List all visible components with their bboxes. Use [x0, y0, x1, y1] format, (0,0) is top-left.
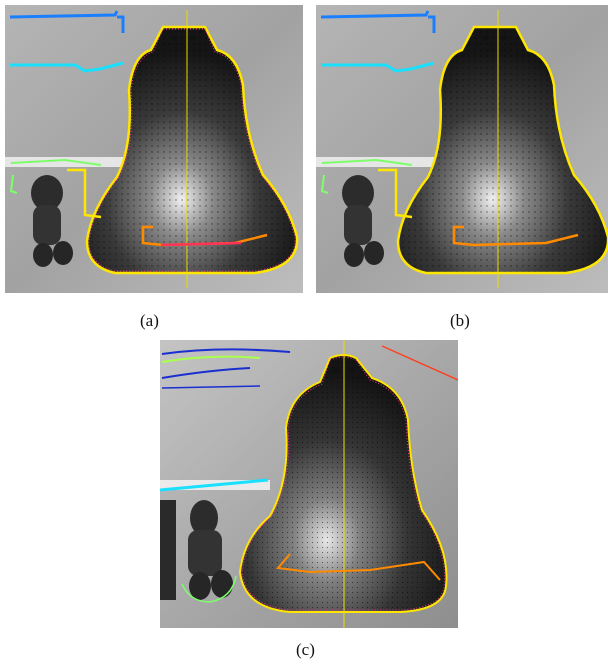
- rim-curve-alt: [160, 241, 242, 247]
- edge-green-left: [9, 174, 18, 194]
- bell-contour: [238, 354, 448, 613]
- panel-a: [5, 5, 303, 293]
- figurine-contour: [181, 575, 237, 603]
- bell: [85, 25, 299, 275]
- rail: [5, 157, 125, 167]
- bell: [396, 25, 608, 275]
- figurine-contour: [67, 168, 102, 219]
- figurine: [31, 175, 73, 267]
- edge-cyan: [160, 478, 269, 492]
- bell-contour: [85, 25, 299, 275]
- caption-c: (c): [296, 640, 315, 659]
- edge-navy-2: [161, 367, 251, 379]
- caption-a: (a): [140, 311, 159, 330]
- figurine-contour: [378, 168, 413, 219]
- edge-green: [321, 158, 413, 166]
- figurine: [342, 175, 384, 267]
- edge-green-left: [320, 174, 329, 194]
- edge-blue-tail: [428, 15, 436, 33]
- panel-a-image: [5, 5, 303, 293]
- rim-curve: [276, 553, 441, 581]
- edge-navy-3: [161, 385, 261, 389]
- panel-b-image: [316, 5, 608, 293]
- bell-inner-contour: [241, 356, 445, 611]
- edge-blue: [9, 10, 119, 19]
- rail: [316, 157, 436, 167]
- bell-inner-contour: [88, 28, 296, 272]
- panel-c-image: [160, 340, 458, 628]
- edge-cyan: [10, 61, 124, 73]
- bell: [238, 354, 448, 613]
- rim-curve: [452, 225, 579, 247]
- edge-blue-tail: [117, 15, 125, 33]
- bell-contour: [396, 25, 608, 275]
- caption-b: (b): [450, 311, 470, 330]
- edge-green: [10, 158, 102, 166]
- edge-navy: [161, 348, 291, 355]
- edge-cyan: [321, 61, 435, 73]
- edge-blue: [320, 10, 430, 19]
- figurine: [160, 500, 233, 600]
- rim-curve: [141, 225, 268, 247]
- panel-c: [160, 340, 458, 628]
- edge-red: [381, 345, 458, 381]
- panel-b: [316, 5, 608, 293]
- edge-lime: [161, 355, 261, 363]
